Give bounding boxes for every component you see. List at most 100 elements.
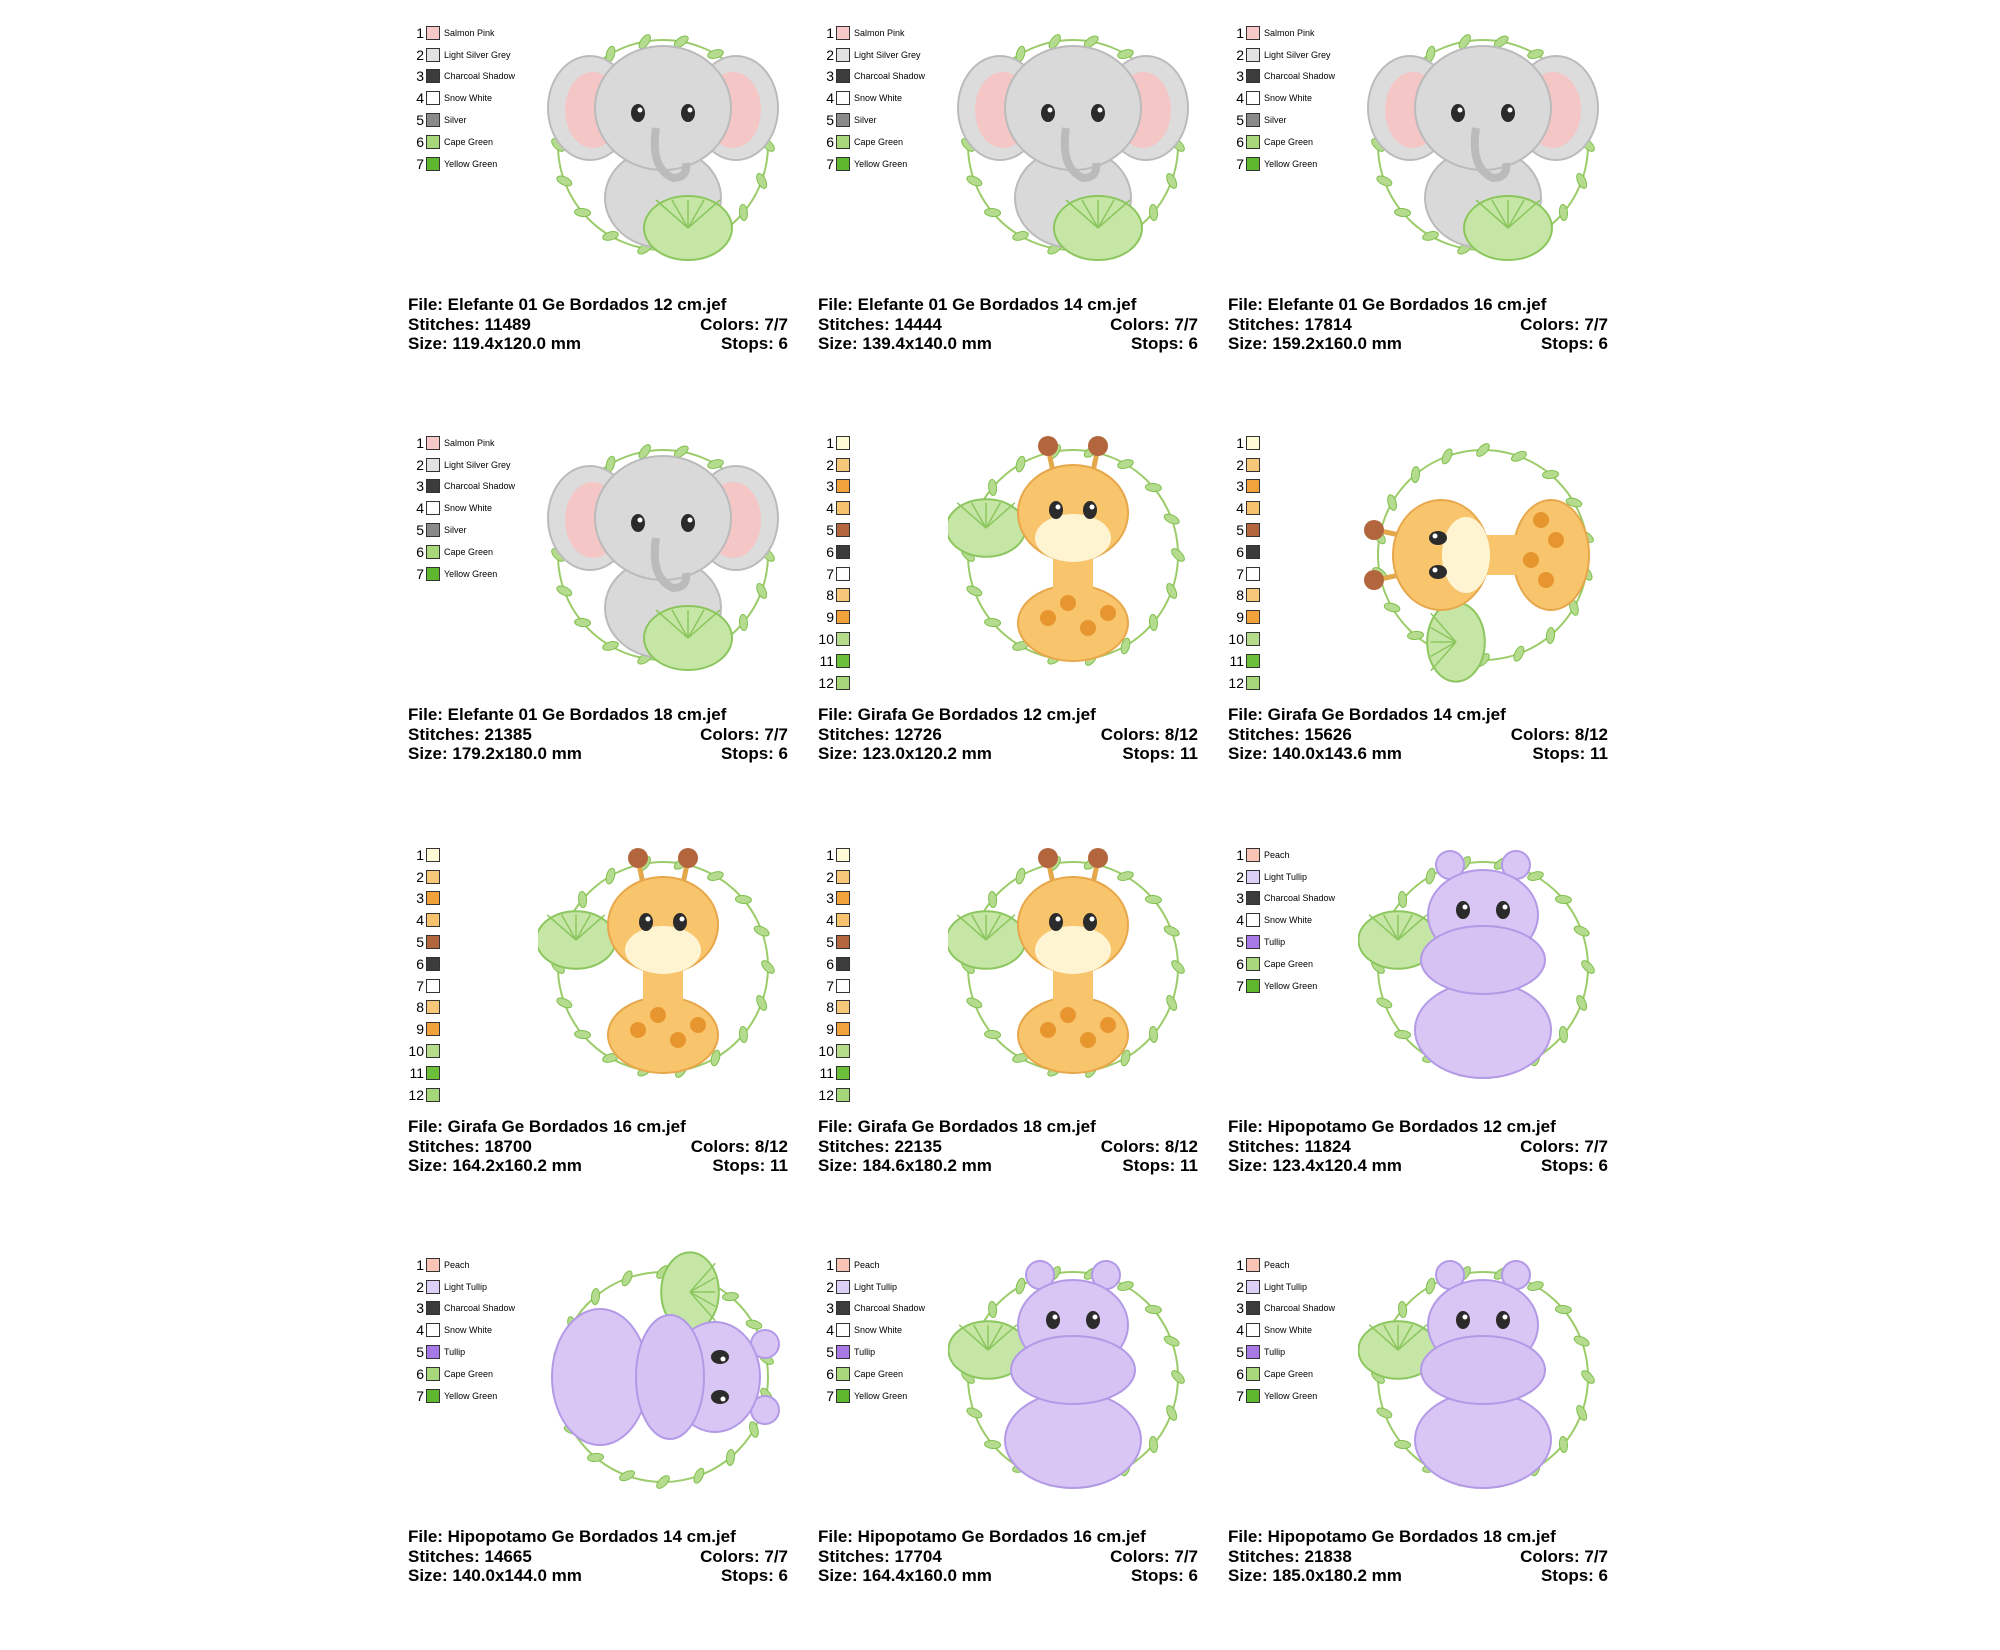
palette-row: 4 Snow White: [408, 497, 558, 519]
palette-row: 2 Light Tullip: [1228, 1276, 1378, 1298]
giraffe-illustration: [1364, 443, 1594, 683]
color-swatch: [1246, 523, 1260, 538]
palette-row: 3: [1228, 476, 1378, 498]
palette-row: 2: [818, 866, 968, 888]
design-card: 1 2 3 4 5 6 7 8 9 10 11 12 File: Girafa Ge Bordados …: [1228, 428, 1608, 828]
palette-row: 2 Light Tullip: [818, 1276, 968, 1298]
palette-number: 4: [826, 912, 834, 929]
color-swatch: [426, 91, 440, 106]
palette-row: 3: [408, 888, 558, 910]
palette-number: 3: [1236, 890, 1244, 907]
embroidery-preview: [1358, 428, 1608, 683]
palette-row: 6: [1228, 541, 1378, 563]
stop-count: Stops: 6: [720, 744, 788, 763]
color-swatch: [426, 913, 440, 928]
palette-row: 9: [818, 1018, 968, 1040]
color-count: Colors: 7/7: [1110, 1546, 1198, 1566]
palette-color-name: Light Silver Grey: [444, 459, 511, 470]
palette-color-name: Cape Green: [1264, 958, 1314, 969]
palette-color-name: Light Tullip: [1264, 1281, 1308, 1292]
palette-number: 3: [1236, 1300, 1244, 1317]
palette-row: 1 Peach: [1228, 844, 1378, 866]
palette-number: 5: [826, 112, 834, 129]
file-name: File: Elefante 01 Ge Bordados 12 cm.jef: [408, 295, 727, 314]
color-swatch: [426, 544, 440, 559]
color-swatch: [1246, 566, 1260, 581]
palette-number: 2: [1236, 456, 1244, 473]
palette-row: 11: [1228, 650, 1378, 672]
stitch-count: Stitches: 17704: [818, 1546, 942, 1566]
color-swatch: [836, 588, 850, 603]
design-info: File: Elefante 01 Ge Bordados 14 cm.jef S…: [818, 295, 1198, 354]
palette-row: 6 Cape Green: [818, 1363, 968, 1385]
palette-color-name: Silver: [444, 525, 467, 536]
palette-row: 4 Snow White: [818, 87, 968, 109]
color-swatch: [1246, 978, 1260, 993]
palette-color-name: Yellow Green: [1264, 980, 1318, 991]
palette-number: 3: [1236, 478, 1244, 495]
color-swatch: [836, 479, 850, 494]
color-swatch: [426, 935, 440, 950]
palette-number: 5: [416, 522, 424, 539]
size-line: Size: 140.0x143.6 mm Stops: 11: [1228, 744, 1608, 764]
palette-row: 6 Cape Green: [1228, 131, 1378, 153]
file-name: File: Hipopotamo Ge Bordados 14 cm.jef: [408, 1527, 736, 1546]
palette-row: 7 Yellow Green: [1228, 1385, 1378, 1407]
embroidery-preview: [1358, 18, 1608, 273]
color-palette: 1 Peach 2 Light Tullip 3 Charcoal Shadow 4 Snow…: [1228, 844, 1378, 997]
palette-row: 7: [818, 975, 968, 997]
color-swatch: [836, 935, 850, 950]
stitches-line: Stitches: 14665 Colors: 7/7: [408, 1547, 788, 1567]
color-swatch: [1246, 91, 1260, 106]
palette-color-name: Light Silver Grey: [1264, 49, 1331, 60]
color-swatch: [426, 956, 440, 971]
palette-number: 10: [818, 1043, 834, 1060]
design-card: 1 Peach 2 Light Tullip 3 Charcoal Shadow 4 Snow…: [818, 1250, 1198, 1650]
palette-color-name: Yellow Green: [854, 1390, 908, 1401]
palette-color-name: Charcoal Shadow: [444, 481, 516, 492]
monstera-leaf: [1053, 195, 1143, 261]
eye-icon: [711, 1390, 729, 1404]
palette-color-name: Snow White: [854, 1325, 903, 1336]
eye-icon: [1496, 1311, 1510, 1329]
palette-number: 6: [826, 133, 834, 150]
palette-row: 10: [408, 1040, 558, 1062]
palette-number: 9: [416, 1021, 424, 1038]
design-card: 1 Salmon Pink 2 Light Silver Grey 3 Charcoal …: [408, 18, 788, 418]
palette-number: 4: [826, 90, 834, 107]
color-swatch: [836, 869, 850, 884]
eye-icon: [1456, 901, 1470, 919]
monstera-leaf: [643, 605, 733, 671]
palette-color-name: Yellow Green: [444, 158, 498, 169]
palette-color-name: Cape Green: [1264, 1368, 1314, 1379]
stitch-count: Stitches: 14665: [408, 1546, 532, 1566]
palette-row: 6 Cape Green: [1228, 953, 1378, 975]
design-size: Size: 164.2x160.2 mm: [408, 1156, 582, 1175]
embroidery-preview: [947, 1250, 1198, 1505]
palette-row: 4 Snow White: [1228, 1319, 1378, 1341]
palette-color-name: Charcoal Shadow: [444, 1303, 516, 1314]
palette-number: 6: [826, 1365, 834, 1382]
color-swatch: [836, 501, 850, 516]
palette-row: 3 Charcoal Shadow: [408, 1298, 558, 1320]
eye-icon: [1046, 1311, 1060, 1329]
palette-color-name: Snow White: [444, 1325, 493, 1336]
design-info: File: Hipopotamo Ge Bordados 14 cm.jef St…: [408, 1527, 788, 1586]
palette-row: 11: [408, 1062, 558, 1084]
palette-row: 6 Cape Green: [1228, 1363, 1378, 1385]
color-palette: 1 Salmon Pink 2 Light Silver Grey 3 Charcoal …: [818, 22, 968, 175]
color-swatch: [1246, 1257, 1260, 1272]
palette-row: 5 Tullip: [818, 1341, 968, 1363]
color-swatch: [836, 156, 850, 171]
color-swatch: [426, 978, 440, 993]
palette-color-name: Charcoal Shadow: [854, 1303, 926, 1314]
color-swatch: [1246, 156, 1260, 171]
design-size: Size: 179.2x180.0 mm: [408, 744, 582, 763]
design-info: File: Elefante 01 Ge Bordados 12 cm.jef S…: [408, 295, 788, 354]
file-line: File: Elefante 01 Ge Bordados 16 cm.jef: [1228, 295, 1608, 315]
palette-number: 1: [826, 846, 834, 863]
palette-number: 2: [826, 46, 834, 63]
hippo-illustration: [947, 1260, 1185, 1489]
monstera-leaf: [945, 498, 1027, 558]
palette-row: 3 Charcoal Shadow: [408, 476, 558, 498]
